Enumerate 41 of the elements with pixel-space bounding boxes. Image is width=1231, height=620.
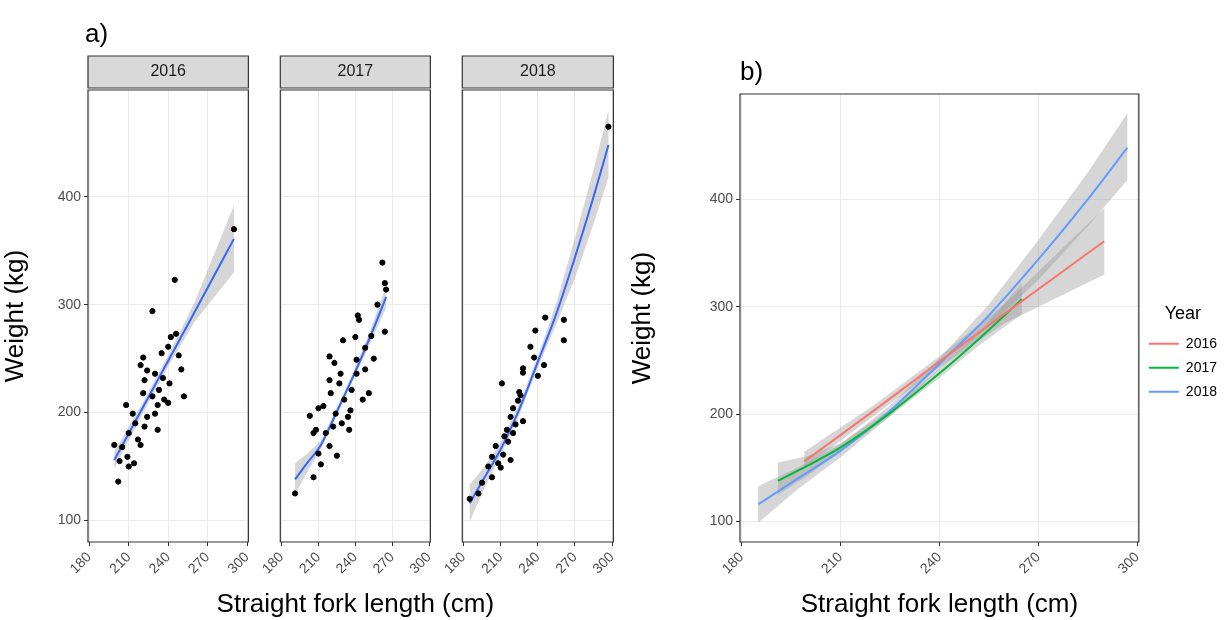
x-tick-label: 210 (105, 548, 134, 577)
y-tick-label: 400 (57, 187, 82, 204)
text: b) (740, 56, 764, 86)
x-tick-label: 300 (406, 548, 435, 577)
x-axis-title: Straight fork length (cm) (216, 588, 495, 618)
y-tick-label: 200 (57, 403, 82, 420)
legend-label: 2017 (1185, 358, 1218, 375)
y-tick-label: 400 (709, 190, 734, 207)
x-tick-label: 240 (145, 548, 174, 577)
x-tick-label: 210 (477, 548, 506, 577)
legend-title: Year (1164, 303, 1202, 324)
x-tick-label: 240 (332, 548, 361, 577)
y-tick-label: 300 (57, 295, 82, 312)
y-axis-title: Weight (kg) (0, 249, 29, 383)
x-tick-label: 300 (224, 548, 253, 577)
x-tick-label: 210 (817, 548, 846, 577)
x-tick-label: 210 (295, 548, 324, 577)
y-tick-label: 200 (709, 405, 734, 422)
y-tick-label: 100 (57, 511, 82, 528)
x-tick-label: 240 (514, 548, 543, 577)
legend-label: 2016 (1185, 334, 1218, 351)
x-tick-label: 180 (258, 548, 287, 577)
x-tick-label: 270 (1015, 548, 1044, 577)
text: a) (85, 18, 109, 48)
x-tick-label: 270 (369, 548, 398, 577)
x-tick-label: 300 (1114, 548, 1143, 577)
x-tick-label: 180 (66, 548, 95, 577)
chart-title: 2018 (520, 62, 556, 80)
chart-title: 2017 (337, 62, 374, 80)
x-axis-title: Straight fork length (cm) (800, 588, 1079, 618)
x-tick-label: 240 (916, 548, 945, 577)
x-tick-label: 270 (552, 548, 580, 577)
y-tick-label: 100 (709, 512, 734, 529)
x-tick-label: 180 (440, 548, 469, 577)
legend-label: 2018 (1185, 382, 1218, 399)
x-tick-label: 300 (589, 548, 618, 577)
x-tick-label: 180 (718, 548, 747, 577)
y-axis-title: Weight (kg) (625, 251, 656, 385)
x-tick-label: 270 (184, 548, 213, 577)
chart-title: 2016 (150, 62, 187, 80)
y-tick-label: 300 (709, 297, 734, 314)
